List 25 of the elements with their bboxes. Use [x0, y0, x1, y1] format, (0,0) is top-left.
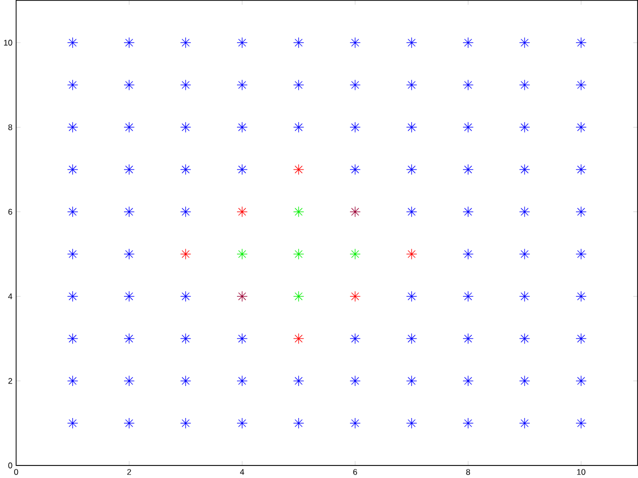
point — [293, 164, 304, 175]
y-tick-label: 0 — [8, 462, 12, 468]
point — [406, 248, 418, 260]
point — [350, 290, 361, 302]
point — [293, 290, 304, 302]
x-tick-label: 8 — [466, 468, 470, 475]
y-tick-label: 10 — [4, 40, 12, 46]
point — [293, 248, 304, 260]
point — [293, 333, 304, 344]
point — [236, 206, 248, 218]
x-tick-label: 10 — [577, 468, 586, 475]
point — [180, 248, 192, 260]
x-tick-label: 0 — [14, 468, 18, 475]
point — [293, 206, 304, 218]
point — [236, 248, 248, 260]
point — [350, 206, 361, 218]
x-tick-label: 6 — [353, 468, 358, 475]
y-tick-label: 6 — [8, 208, 12, 215]
point — [350, 248, 361, 260]
point — [236, 290, 248, 302]
y-tick-label: 4 — [8, 293, 12, 300]
x-tick-label: 2 — [127, 468, 132, 475]
y-tick-label: 8 — [8, 124, 12, 130]
y-tick-label: 2 — [8, 378, 12, 384]
x-tick-label: 4 — [240, 468, 244, 475]
